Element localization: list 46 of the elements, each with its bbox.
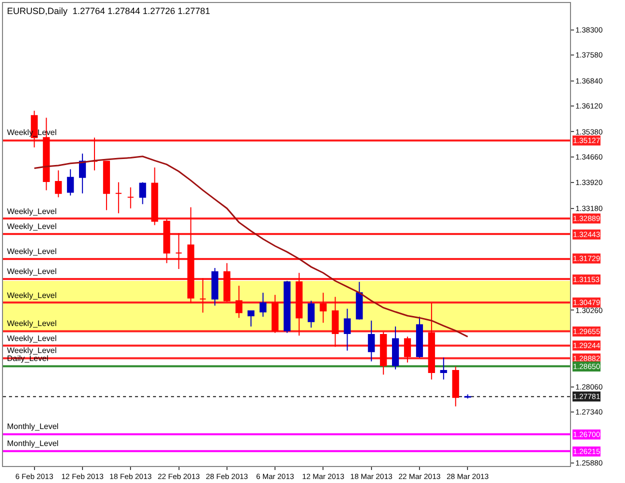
candlestick: [392, 326, 399, 370]
candlestick: [103, 160, 110, 211]
candlestick: [344, 308, 351, 352]
candlestick: [199, 278, 206, 314]
candlestick: [151, 167, 158, 226]
candlestick: [308, 300, 315, 328]
candlestick: [139, 182, 146, 205]
candlestick: [380, 331, 387, 376]
candlestick: [296, 272, 303, 336]
candlestick: [91, 137, 98, 171]
annotation: Weekly_Level: [7, 207, 57, 216]
candlestick: [356, 281, 363, 320]
candlestick: [272, 294, 279, 334]
candlestick: [223, 262, 230, 302]
annotation: Weekly_Level: [7, 334, 57, 343]
candlestick: [320, 292, 327, 324]
candlestick: [284, 280, 291, 334]
annotation: Weekly_Level: [7, 346, 57, 355]
candlestick: [428, 302, 436, 380]
candlestick: [79, 153, 86, 194]
candlestick: [175, 232, 182, 270]
candlestick: [332, 296, 339, 348]
candlestick: [211, 267, 218, 306]
candlestick: [115, 182, 122, 214]
candlestick: [248, 310, 254, 328]
chart-title: EURUSD,Daily 1.27764 1.27844 1.27726 1.27781: [7, 6, 210, 16]
candlestick: [54, 170, 62, 198]
candlestick: [404, 336, 411, 363]
annotation: Weekly_Level: [7, 247, 57, 256]
candlestick: [236, 285, 242, 318]
candlestick: [66, 168, 74, 196]
annotation: Monthly_Level: [7, 422, 59, 431]
annotation: Weekly_Level: [7, 319, 57, 328]
candlestick: [440, 357, 448, 380]
annotation: Weekly_Level: [7, 222, 57, 231]
candlestick: [187, 206, 194, 304]
annotation: Monthly_Level: [7, 439, 59, 448]
candlestick: [127, 186, 134, 209]
annotation: Weekly_Level: [7, 267, 57, 276]
candlestick: [163, 218, 170, 264]
candlestick: [368, 320, 375, 362]
candlestick: [452, 366, 460, 407]
annotation: Daily_Level: [7, 354, 49, 363]
candlestick: [260, 292, 266, 318]
annotation: Weekly_Level: [7, 291, 57, 300]
candlestick: [416, 316, 423, 358]
